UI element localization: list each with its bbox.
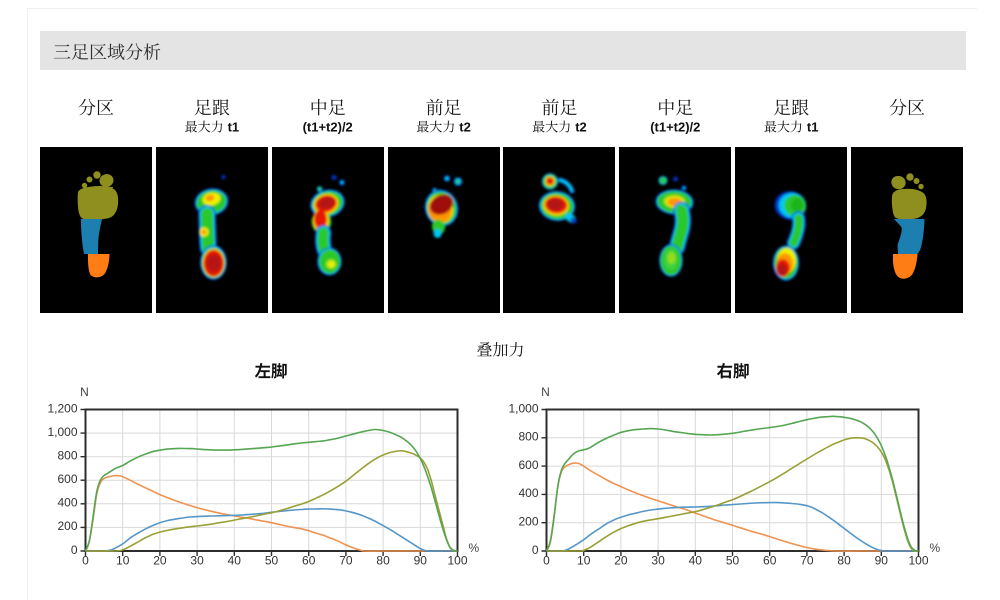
svg-text:100: 100 (908, 553, 928, 567)
svg-text:70: 70 (339, 553, 353, 567)
svg-text:400: 400 (518, 486, 538, 500)
svg-text:1,200: 1,200 (47, 401, 77, 415)
svg-text:t1: t1 (807, 120, 819, 135)
svg-text:50: 50 (265, 553, 279, 567)
svg-text:(t1+t2)/2: (t1+t2)/2 (650, 120, 700, 135)
svg-text:60: 60 (763, 553, 777, 567)
svg-text:80: 80 (837, 553, 851, 567)
svg-text:0: 0 (543, 553, 550, 567)
svg-text:60: 60 (302, 553, 316, 567)
svg-text:800: 800 (57, 449, 77, 463)
svg-text:800: 800 (518, 430, 538, 444)
svg-text:10: 10 (116, 553, 130, 567)
svg-text:600: 600 (57, 472, 77, 486)
svg-text:(t1+t2)/2: (t1+t2)/2 (303, 120, 353, 135)
svg-text:0: 0 (532, 543, 539, 557)
svg-text:1,000: 1,000 (508, 401, 538, 415)
svg-text:t1: t1 (228, 120, 240, 135)
svg-text:200: 200 (518, 515, 538, 529)
svg-text:30: 30 (651, 553, 665, 567)
svg-text:40: 40 (689, 553, 703, 567)
svg-text:%: % (930, 541, 941, 555)
svg-text:0: 0 (82, 553, 89, 567)
svg-text:40: 40 (228, 553, 242, 567)
svg-text:100: 100 (447, 553, 467, 567)
svg-text:20: 20 (153, 553, 167, 567)
svg-text:90: 90 (414, 553, 428, 567)
svg-text:200: 200 (57, 519, 77, 533)
svg-text:600: 600 (518, 458, 538, 472)
svg-text:80: 80 (376, 553, 390, 567)
svg-text:10: 10 (577, 553, 591, 567)
svg-text:t2: t2 (575, 120, 587, 135)
svg-text:30: 30 (190, 553, 204, 567)
svg-text:%: % (469, 541, 480, 555)
svg-text:90: 90 (875, 553, 889, 567)
svg-text:N: N (541, 385, 550, 399)
svg-text:20: 20 (614, 553, 628, 567)
svg-text:1,000: 1,000 (47, 425, 77, 439)
svg-text:t2: t2 (459, 120, 471, 135)
svg-text:N: N (80, 385, 89, 399)
svg-text:0: 0 (71, 543, 78, 557)
svg-text:50: 50 (726, 553, 740, 567)
svg-text:70: 70 (800, 553, 814, 567)
svg-text:400: 400 (57, 496, 77, 510)
